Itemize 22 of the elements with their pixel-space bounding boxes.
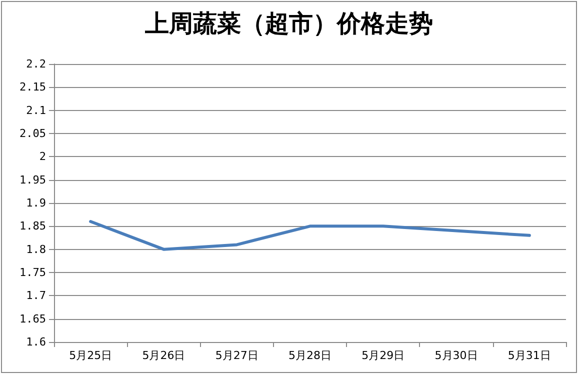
y-tick-label: 1.9 <box>26 196 46 210</box>
y-tick-label: 2.05 <box>20 127 46 140</box>
y-tick-label: 2.2 <box>26 58 46 70</box>
y-tick-label: 2.1 <box>26 104 46 117</box>
chart-title: 上周蔬菜（超市）价格走势 <box>144 8 433 38</box>
x-tick-label: 5月25日 <box>69 349 112 362</box>
y-tick-label: 2 <box>39 150 46 164</box>
x-tick-label: 5月26日 <box>142 349 186 362</box>
y-tick-label: 1.85 <box>20 220 46 233</box>
line-series <box>89 220 531 251</box>
y-tick-label: 1.95 <box>20 173 46 186</box>
x-tick-label: 5月28日 <box>288 349 332 362</box>
y-tick-label: 1.7 <box>26 289 46 302</box>
x-tick-label: 5月30日 <box>434 349 478 362</box>
y-tick-label: 1.6 <box>26 336 46 348</box>
y-tick-label: 2.15 <box>20 80 46 94</box>
x-tick-label: 5月27日 <box>215 349 258 362</box>
x-tick-label: 5月29日 <box>362 349 405 362</box>
x-tick-label: 5月31日 <box>508 349 551 362</box>
y-tick-label: 1.75 <box>20 266 46 279</box>
y-tick-label: 1.65 <box>20 312 46 326</box>
y-tick-label: 1.8 <box>26 242 46 256</box>
